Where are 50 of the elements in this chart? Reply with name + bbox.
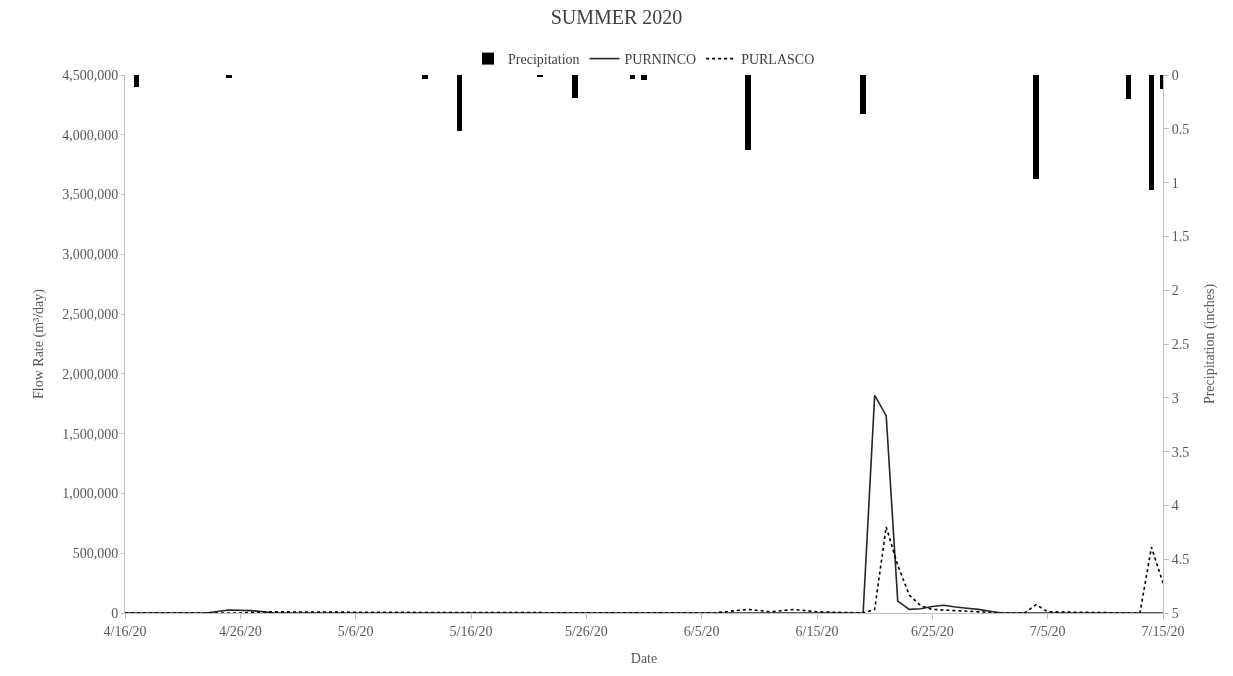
bar	[641, 75, 647, 80]
bar	[134, 75, 139, 87]
bar	[860, 75, 866, 114]
y-tick-label: 1,500,000	[62, 426, 119, 442]
x-tick-label: 5/6/20	[337, 623, 374, 639]
y-tick-label: 500,000	[72, 546, 119, 562]
y2-tick-label: 3.5	[1171, 444, 1190, 460]
x-tick-label: 6/5/20	[683, 623, 720, 639]
x-tick-label: 5/16/20	[449, 623, 493, 639]
bar	[422, 75, 428, 79]
chart-title: SUMMER 2020	[550, 6, 683, 29]
bar	[745, 75, 751, 150]
y2-tick-label: 3	[1171, 390, 1179, 406]
y-tick-label: 2,000,000	[62, 366, 119, 382]
bar	[1033, 75, 1039, 179]
y2-tick-label: 5	[1171, 605, 1179, 621]
y2-tick-label: 4.5	[1171, 552, 1190, 568]
y-tick-label: 1,000,000	[62, 486, 119, 502]
x-axis-title: Date	[630, 651, 658, 667]
y2-tick-label: 0.5	[1171, 121, 1190, 137]
y-tick-label: 0	[111, 605, 119, 621]
x-tick-label: 7/15/20	[1141, 623, 1185, 639]
x-tick-label: 7/5/20	[1029, 623, 1066, 639]
y-tick-label: 3,000,000	[62, 247, 119, 263]
y2-axis-title: Precipitation (inches)	[1201, 283, 1218, 405]
legend-label: PURNINCO	[624, 52, 697, 68]
bar	[226, 75, 232, 78]
legend-label: PURLASCO	[741, 52, 815, 68]
y-axis-title: Flow Rate (m³/day)	[30, 288, 47, 399]
bar	[1126, 75, 1131, 99]
legend-label: Precipitation	[508, 52, 580, 68]
bar	[1149, 75, 1154, 190]
bar	[457, 75, 462, 131]
y2-tick-label: 2.5	[1171, 336, 1190, 352]
x-tick-label: 4/26/20	[218, 623, 262, 639]
y2-tick-label: 1.5	[1171, 229, 1190, 245]
x-tick-label: 6/25/20	[910, 623, 954, 639]
y2-tick-label: 1	[1171, 175, 1179, 191]
x-tick-label: 6/15/20	[795, 623, 839, 639]
x-tick-label: 5/26/20	[564, 623, 608, 639]
y-tick-label: 2,500,000	[62, 307, 119, 323]
x-tick-label: 4/16/20	[103, 623, 147, 639]
bar	[630, 75, 635, 79]
y2-tick-label: 2	[1171, 283, 1179, 299]
y-tick-label: 3,500,000	[62, 187, 119, 203]
bar	[572, 75, 578, 98]
y-tick-label: 4,500,000	[62, 67, 119, 83]
y-tick-label: 4,000,000	[62, 127, 119, 143]
y2-tick-label: 0	[1171, 67, 1179, 83]
y2-tick-label: 4	[1171, 498, 1179, 514]
